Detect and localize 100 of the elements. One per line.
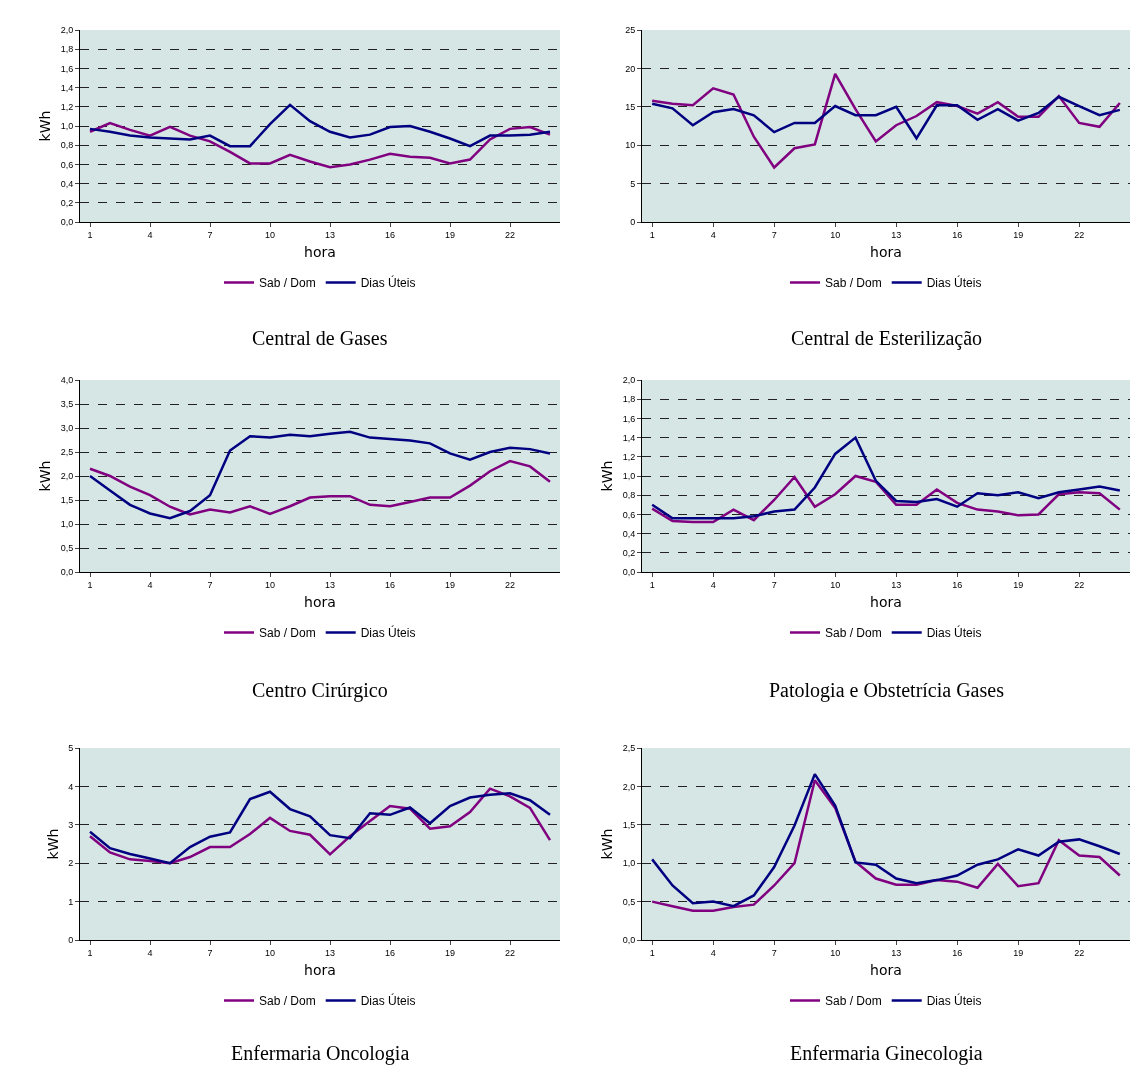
y-tick-label: 2 bbox=[68, 858, 74, 869]
x-tick-label: 10 bbox=[830, 579, 841, 590]
text: Patologia e Obstetrícia Gases bbox=[769, 679, 1005, 702]
x-tick-label: 22 bbox=[504, 579, 516, 590]
text: Central de Esterilização bbox=[791, 327, 983, 350]
legend-label: Sab / Dom bbox=[825, 994, 882, 1009]
x-tick-label: 13 bbox=[891, 579, 902, 590]
y-tick-label: 0,5 bbox=[622, 896, 636, 907]
x-tick-label: 7 bbox=[207, 947, 213, 958]
y-tick-label: 1,5 bbox=[60, 495, 74, 506]
x-tick-label: 13 bbox=[324, 229, 336, 240]
y-tick-label: 1,4 bbox=[60, 82, 74, 93]
y-tick-label: 3,5 bbox=[60, 399, 74, 410]
y-tick-label: 1,0 bbox=[622, 471, 636, 482]
legend-label: Dias Úteis bbox=[926, 993, 982, 1009]
line-series bbox=[88, 103, 552, 148]
y-tick-label: 1 bbox=[68, 896, 74, 907]
y-tick-label: 0,2 bbox=[622, 547, 636, 558]
legend-label: Sab / Dom bbox=[825, 626, 882, 641]
x-tick-label: 10 bbox=[830, 229, 841, 240]
x-tick-label: 4 bbox=[147, 229, 153, 240]
x-tick-label: 10 bbox=[264, 579, 276, 590]
y-tick-label: 1,5 bbox=[622, 819, 636, 830]
y-tick-label: 2,0 bbox=[622, 781, 636, 792]
y-tick-label: 0,0 bbox=[622, 935, 636, 946]
legend-label: Sab / Dom bbox=[259, 276, 316, 291]
y-axis-title: kWh bbox=[37, 110, 54, 142]
x-axis-title: hora bbox=[870, 244, 902, 261]
x-tick-label: 4 bbox=[710, 579, 716, 590]
text: Central de Gases bbox=[252, 327, 388, 349]
y-tick-label: 0,6 bbox=[60, 159, 74, 170]
y-tick-label: 5 bbox=[630, 178, 636, 189]
legend-label: Dias Úteis bbox=[926, 625, 982, 641]
x-tick-label: 22 bbox=[504, 947, 516, 958]
line-series bbox=[88, 459, 552, 516]
x-axis-title: hora bbox=[870, 594, 902, 611]
y-tick-label: 1,2 bbox=[60, 101, 74, 112]
y-tick-label: 0,8 bbox=[622, 490, 636, 501]
y-tick-label: 1,6 bbox=[622, 413, 636, 424]
y-tick-label: 1,6 bbox=[60, 63, 74, 74]
y-tick-label: 1,8 bbox=[622, 394, 636, 405]
y-axis-title: kWh bbox=[37, 460, 54, 492]
y-tick-label: 1,0 bbox=[622, 858, 636, 869]
line-series bbox=[650, 474, 1122, 524]
y-tick-label: 0,4 bbox=[60, 178, 74, 189]
y-tick-label: 0,0 bbox=[60, 567, 74, 578]
x-tick-label: 4 bbox=[147, 947, 153, 958]
legend-label: Dias Úteis bbox=[926, 275, 982, 291]
x-tick-label: 16 bbox=[384, 947, 396, 958]
line-series bbox=[650, 72, 1122, 169]
x-tick-label: 1 bbox=[87, 579, 93, 590]
x-tick-label: 19 bbox=[1013, 579, 1024, 590]
legend-label: Dias Úteis bbox=[360, 993, 416, 1009]
x-tick-label: 4 bbox=[710, 947, 716, 958]
x-tick-label: 4 bbox=[147, 579, 153, 590]
y-tick-label: 20 bbox=[625, 63, 636, 74]
x-tick-label: 22 bbox=[504, 229, 516, 240]
x-tick-label: 19 bbox=[1013, 229, 1024, 240]
y-axis-title: kWh bbox=[44, 828, 61, 860]
y-axis-title: kWh bbox=[599, 460, 616, 492]
text: Centro Cirúrgico bbox=[252, 679, 388, 702]
line-series bbox=[650, 436, 1122, 520]
x-tick-label: 7 bbox=[771, 947, 777, 958]
y-tick-label: 0,2 bbox=[60, 197, 74, 208]
x-tick-label: 7 bbox=[207, 579, 213, 590]
y-axis-title: kWh bbox=[599, 828, 616, 860]
y-tick-label: 2,5 bbox=[622, 743, 636, 754]
x-axis-title: hora bbox=[304, 244, 336, 261]
y-tick-label: 2,5 bbox=[60, 447, 74, 458]
line-series bbox=[88, 430, 552, 520]
y-tick-label: 0,5 bbox=[60, 543, 74, 554]
y-tick-label: 4,0 bbox=[60, 375, 74, 386]
x-tick-label: 22 bbox=[1074, 229, 1085, 240]
y-tick-label: 5 bbox=[68, 743, 74, 754]
x-tick-label: 16 bbox=[952, 579, 963, 590]
y-tick-label: 10 bbox=[625, 140, 636, 151]
y-tick-label: 3,0 bbox=[60, 423, 74, 434]
x-tick-label: 19 bbox=[1013, 947, 1024, 958]
legend-label: Dias Úteis bbox=[360, 625, 416, 641]
y-tick-label: 0,0 bbox=[622, 567, 636, 578]
x-tick-label: 7 bbox=[207, 229, 213, 240]
y-tick-label: 0 bbox=[68, 935, 74, 946]
x-tick-label: 16 bbox=[384, 229, 396, 240]
y-tick-label: 4 bbox=[68, 781, 74, 792]
y-tick-label: 25 bbox=[625, 25, 636, 36]
y-tick-label: 0,6 bbox=[622, 509, 636, 520]
y-tick-label: 2,0 bbox=[60, 471, 74, 482]
x-tick-label: 13 bbox=[891, 947, 902, 958]
x-tick-label: 10 bbox=[830, 947, 841, 958]
x-tick-label: 1 bbox=[649, 579, 655, 590]
x-tick-label: 19 bbox=[444, 947, 456, 958]
legend-label: Sab / Dom bbox=[259, 626, 316, 641]
x-tick-label: 4 bbox=[710, 229, 716, 240]
x-tick-label: 1 bbox=[649, 229, 655, 240]
y-tick-label: 2,0 bbox=[622, 375, 636, 386]
line-series bbox=[88, 121, 552, 169]
y-tick-label: 2,0 bbox=[60, 25, 74, 36]
x-axis-title: hora bbox=[304, 962, 336, 979]
x-tick-label: 13 bbox=[324, 579, 336, 590]
x-tick-label: 22 bbox=[1074, 947, 1085, 958]
